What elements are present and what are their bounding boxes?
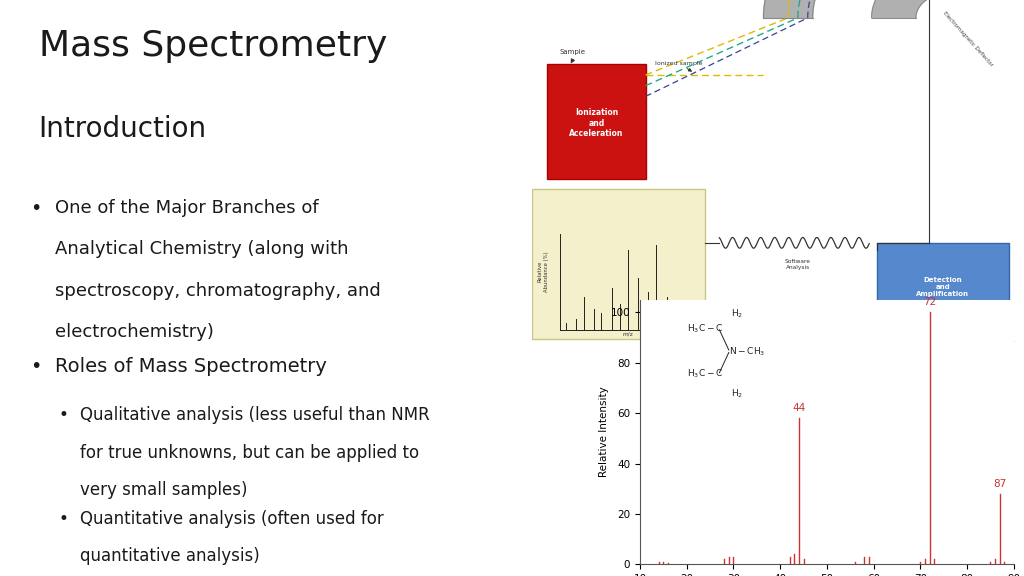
Text: Relative
Abundance (%): Relative Abundance (%)	[538, 251, 549, 292]
Text: quantitative analysis): quantitative analysis)	[80, 547, 260, 565]
Text: very small samples): very small samples)	[80, 481, 248, 499]
Text: 44: 44	[793, 403, 806, 413]
Text: Ionized sample: Ionized sample	[655, 61, 702, 66]
FancyBboxPatch shape	[532, 190, 705, 339]
Text: electrochemistry): electrochemistry)	[55, 323, 214, 341]
Text: $10^{-5}$ to $10^{-8}$ torr: $10^{-5}$ to $10^{-8}$ torr	[964, 338, 1016, 347]
Text: 72: 72	[923, 297, 936, 307]
Text: $\mathsf{H_2}$: $\mathsf{H_2}$	[731, 388, 743, 400]
Text: •: •	[31, 357, 42, 376]
Text: Analytical Chemistry (along with: Analytical Chemistry (along with	[55, 240, 349, 258]
Text: 87: 87	[993, 479, 1007, 489]
Text: $\mathsf{H_3C-C}$: $\mathsf{H_3C-C}$	[687, 323, 723, 335]
Text: m/z: m/z	[623, 331, 634, 336]
Text: •: •	[58, 406, 68, 424]
Text: Quantitative analysis (often used for: Quantitative analysis (often used for	[80, 510, 384, 528]
Text: Qualitative analysis (less useful than NMR: Qualitative analysis (less useful than N…	[80, 406, 430, 424]
Y-axis label: Relative Intensity: Relative Intensity	[599, 386, 609, 478]
Text: spectroscopy, chromatography, and: spectroscopy, chromatography, and	[55, 282, 381, 300]
FancyBboxPatch shape	[877, 243, 1010, 328]
Text: •: •	[31, 199, 42, 218]
Text: $\mathsf{N-CH_3}$: $\mathsf{N-CH_3}$	[729, 345, 765, 358]
Text: Software
Analysis: Software Analysis	[785, 259, 811, 270]
Polygon shape	[871, 0, 950, 18]
Text: $\mathsf{H_3C-C}$: $\mathsf{H_3C-C}$	[687, 367, 723, 380]
Text: Detection
and
Amplification: Detection and Amplification	[916, 278, 970, 297]
Text: Sample: Sample	[559, 50, 586, 55]
Text: Roles of Mass Spectrometry: Roles of Mass Spectrometry	[55, 357, 328, 376]
Polygon shape	[764, 0, 950, 18]
Text: •: •	[58, 510, 68, 528]
Text: Introduction: Introduction	[39, 115, 207, 143]
Text: One of the Major Branches of: One of the Major Branches of	[55, 199, 318, 217]
Text: Ionization
and
Acceleration: Ionization and Acceleration	[569, 108, 624, 138]
Text: Mass Spectrometry: Mass Spectrometry	[39, 29, 387, 63]
Text: for true unknowns, but can be applied to: for true unknowns, but can be applied to	[80, 444, 419, 461]
FancyBboxPatch shape	[547, 65, 645, 179]
Text: Electromagnetic Deflector: Electromagnetic Deflector	[942, 11, 993, 67]
Text: $\mathsf{H_2}$: $\mathsf{H_2}$	[731, 307, 743, 320]
